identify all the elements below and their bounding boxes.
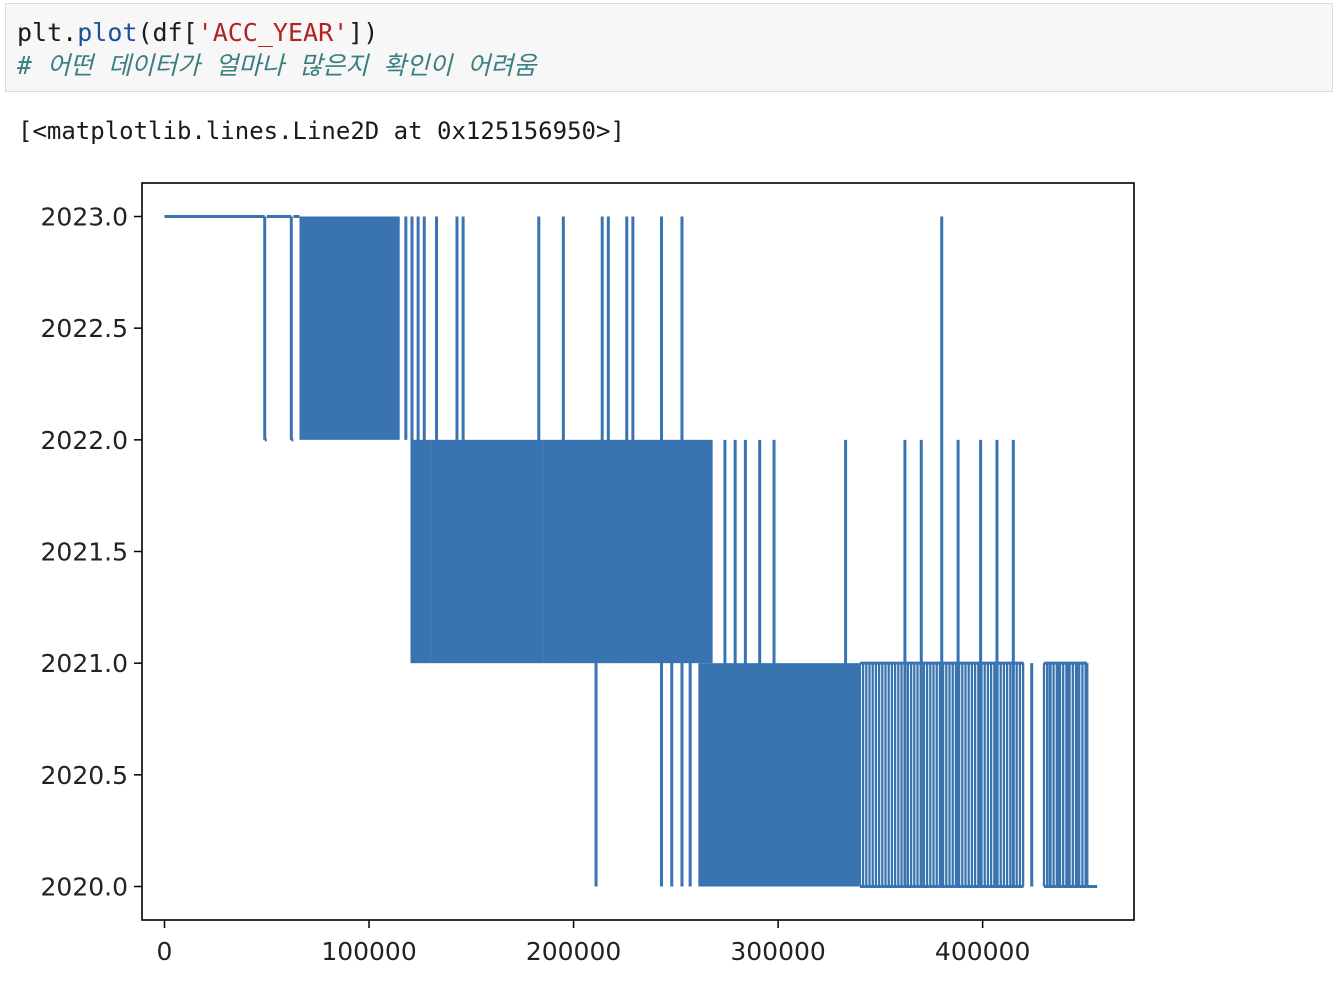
x-tick-label: 200000 bbox=[526, 937, 621, 966]
code-token-fn: plot bbox=[77, 18, 138, 47]
x-tick-label: 400000 bbox=[935, 937, 1030, 966]
dense-band-fill bbox=[430, 439, 543, 664]
y-tick-label: 2022.5 bbox=[41, 314, 128, 343]
code-token-close: ]) bbox=[348, 18, 379, 47]
y-axis: 2020.0 2020.5 2021.0 2021.5 2022.0 2022.5 2023… bbox=[41, 203, 142, 902]
x-axis: 0 100000 200000 300000 400000 bbox=[157, 920, 1030, 966]
code-line: plt.plot(df['ACC_YEAR']) bbox=[17, 18, 378, 48]
line-plot: 0 100000 200000 300000 400000 2020.02020.520… bbox=[41, 182, 1135, 966]
code-cell[interactable]: plt.plot(df['ACC_YEAR']) # 어떤 데이터가 얼마나 많… bbox=[5, 3, 1333, 92]
code-comment: # 어떤 데이터가 얼마나 많은지 확인이 어려움 bbox=[17, 51, 537, 80]
code-token-plt: plt bbox=[17, 18, 63, 47]
code-token-open: (df[ bbox=[137, 18, 198, 47]
y-tick-label: 2021.0 bbox=[41, 649, 128, 678]
code-token-str: 'ACC_YEAR' bbox=[197, 18, 349, 47]
dense-band-fill bbox=[299, 216, 400, 440]
x-tick-label: 100000 bbox=[321, 937, 416, 966]
dense-band-2 bbox=[430, 439, 543, 664]
dense-band-fill bbox=[411, 439, 431, 664]
cell-output-text: [<matplotlib.lines.Line2D at 0x125156950… bbox=[18, 117, 625, 145]
y-tick-label: 2020.0 bbox=[41, 873, 128, 902]
y-tick-label: 2020.5 bbox=[41, 761, 128, 790]
dense-band-fill bbox=[698, 663, 860, 887]
code-token-dot: . bbox=[62, 18, 78, 47]
x-tick-label: 300000 bbox=[730, 937, 825, 966]
dense-band-0 bbox=[299, 216, 400, 440]
x-tick-label: 0 bbox=[157, 937, 173, 966]
y-tick-label: 2022.0 bbox=[41, 426, 128, 455]
dense-band-4 bbox=[698, 663, 860, 887]
plot-lines-group bbox=[164, 215, 1098, 888]
dense-band-1 bbox=[411, 439, 431, 664]
y-tick-label: 2023.0 bbox=[41, 203, 128, 232]
y-tick-label: 2021.5 bbox=[41, 538, 128, 567]
